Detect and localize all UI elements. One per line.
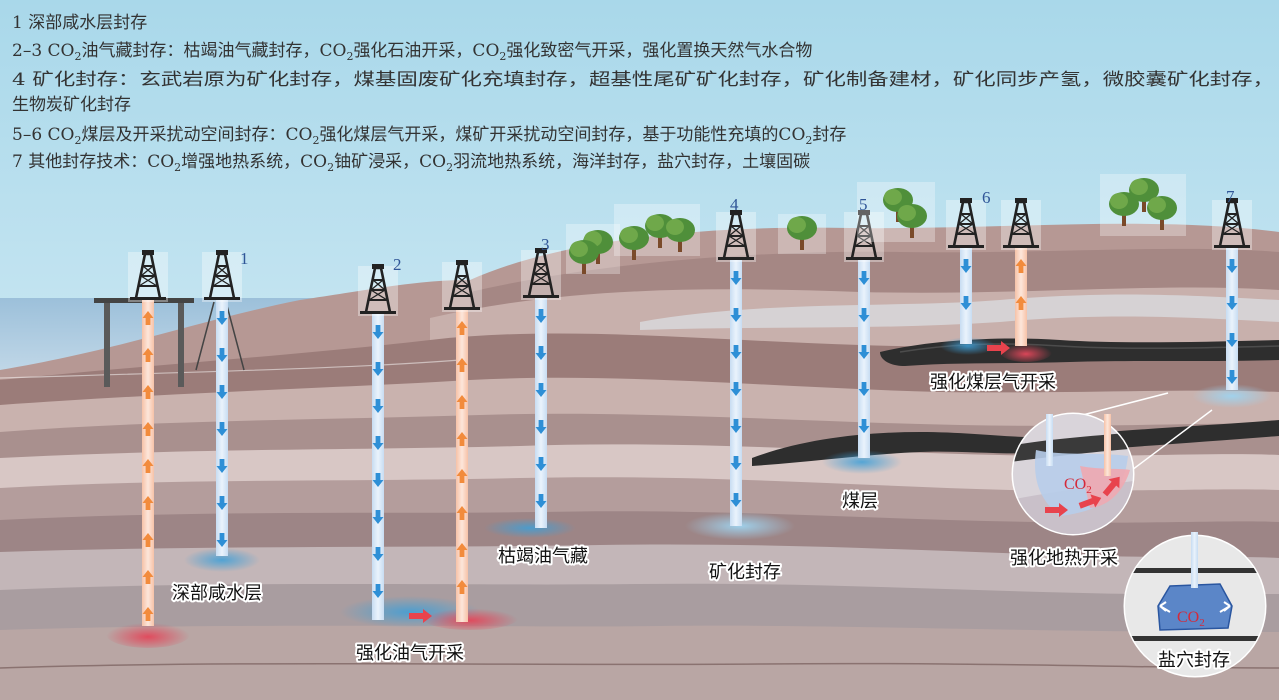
well-number-3: 3 xyxy=(541,235,550,254)
legend-line-6: 7 其他封存技术：CO2增强地热系统，CO2铀矿浸采，CO2羽流地热系统，海洋封… xyxy=(12,151,810,174)
well-5-injection xyxy=(842,208,886,458)
label-eor: 强化油气开采 xyxy=(356,643,464,664)
legend-line-2: 2–3 CO2油气藏封存：枯竭油气藏封存，CO2强化石油开采，CO2强化致密气开… xyxy=(12,41,812,63)
legend-line-1: 1 深部咸水层封存 xyxy=(12,13,147,33)
label-saline-aquifer: 深部咸水层 xyxy=(172,583,262,604)
well-2-injection xyxy=(356,262,400,620)
well-number-7: 7 xyxy=(1226,187,1235,206)
well-3-injection xyxy=(519,246,563,528)
derrick-icon xyxy=(200,248,244,304)
legend-block: 1 深部咸水层封存 2–3 CO2油气藏封存：枯竭油气藏封存，CO2强化石油开采… xyxy=(12,13,1274,174)
derrick-icon xyxy=(519,246,563,302)
trees xyxy=(566,174,1186,274)
production-pipe xyxy=(456,310,468,622)
injection-pipe xyxy=(372,314,384,620)
well-6-injection xyxy=(944,196,988,344)
legend-line-3: 4 矿化封存：玄武岩原为矿化封存，煤基固废矿化充填封存，超基性尾矿矿化封存，矿化… xyxy=(12,70,1274,90)
derrick-icon xyxy=(714,208,758,264)
geothermal-co2-label: CO2 xyxy=(1064,476,1092,496)
feature-labels: 深部咸水层 强化油气开采 枯竭油气藏 矿化封存 煤层 强化煤层气开采 强化地热开… xyxy=(170,370,1232,673)
well-number-1: 1 xyxy=(240,249,249,268)
legend-line-5: 5–6 CO2煤层及开采扰动空间封存：CO2强化煤层气开采，煤矿开采扰动空间封存… xyxy=(12,125,846,147)
label-salt-cavern: 盐穴封存 xyxy=(1158,650,1230,671)
derrick-icon xyxy=(999,196,1043,252)
label-depleted-reservoir: 枯竭油气藏 xyxy=(498,546,588,567)
legend-line-4: 生物炭矿化封存 xyxy=(12,95,131,115)
well-numbers: 1 2 3 4 5 6 7 xyxy=(240,187,1235,274)
label-mineralization: 矿化封存 xyxy=(709,562,781,583)
well-number-5: 5 xyxy=(859,195,868,214)
injection-pipe xyxy=(858,260,870,458)
well-number-6: 6 xyxy=(982,188,991,207)
derrick-icon xyxy=(126,248,170,304)
well-number-2: 2 xyxy=(393,255,402,274)
derrick-icon xyxy=(356,262,400,318)
derrick-icon xyxy=(944,196,988,252)
label-ecbm: 强化煤层气开采 xyxy=(930,372,1056,393)
well-1-production xyxy=(126,248,170,626)
geothermal-inset: CO2 xyxy=(1011,392,1213,536)
well-4-injection xyxy=(714,208,758,526)
salt-cavern-inset: CO2 xyxy=(1123,532,1267,678)
label-geothermal: 强化地热开采 xyxy=(1010,548,1118,569)
well-2-production xyxy=(440,258,484,622)
injection-pipe xyxy=(535,298,547,528)
injection-pipe xyxy=(1226,248,1238,390)
label-coal-seam: 煤层 xyxy=(842,491,878,512)
salt-cavern-co2-label: CO2 xyxy=(1177,609,1205,629)
well-6-production xyxy=(999,196,1043,346)
wells xyxy=(126,196,1254,626)
well-number-4: 4 xyxy=(730,195,739,214)
well-7-injection xyxy=(1210,196,1254,390)
well-1-injection xyxy=(200,248,244,556)
derrick-icon xyxy=(440,258,484,314)
geologic-strata xyxy=(0,223,1279,700)
